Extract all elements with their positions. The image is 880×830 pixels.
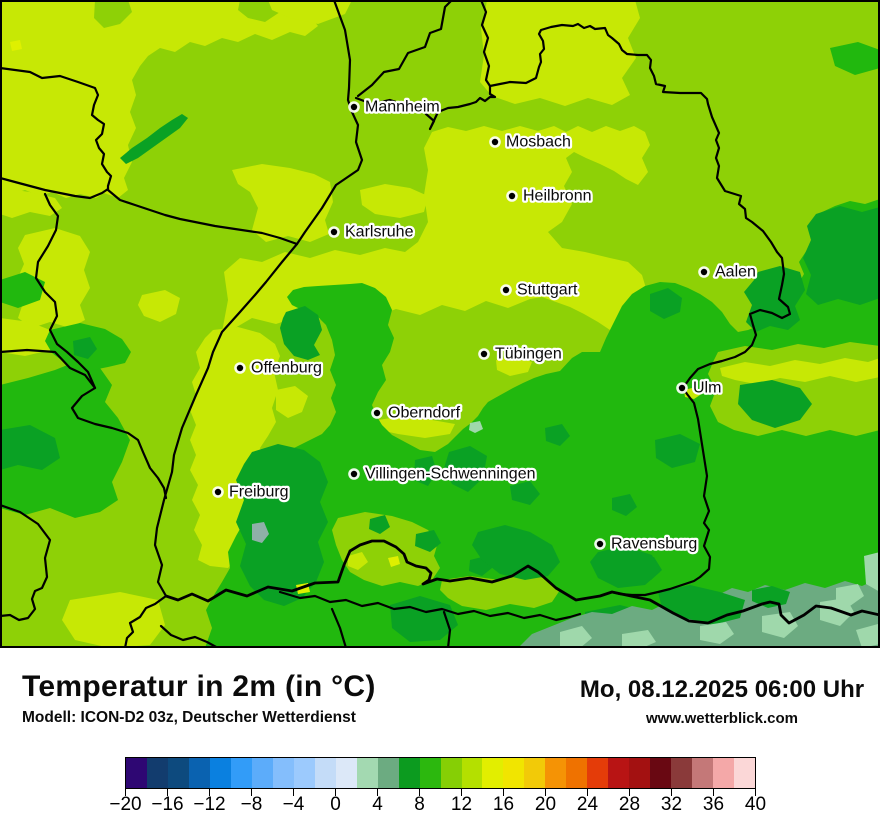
svg-text:Offenburg: Offenburg [251, 360, 322, 377]
svg-text:Oberndorf: Oberndorf [388, 405, 461, 422]
svg-text:Mannheim: Mannheim [365, 99, 440, 116]
svg-text:Karlsruhe: Karlsruhe [345, 224, 414, 241]
svg-text:Aalen: Aalen [715, 264, 756, 281]
svg-text:Villingen-Schwenningen: Villingen-Schwenningen [365, 466, 536, 483]
svg-text:Mosbach: Mosbach [506, 134, 571, 151]
svg-text:Heilbronn: Heilbronn [523, 188, 591, 205]
svg-text:Ulm: Ulm [693, 380, 721, 397]
svg-text:Freiburg: Freiburg [229, 484, 289, 501]
svg-text:Ravensburg: Ravensburg [611, 536, 697, 553]
svg-text:Tübingen: Tübingen [495, 346, 562, 363]
svg-text:Stuttgart: Stuttgart [517, 282, 578, 299]
